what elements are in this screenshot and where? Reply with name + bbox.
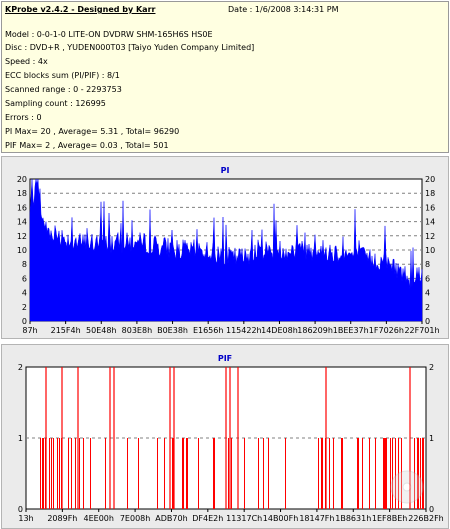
info-disc: Disc : DVD+R , YUDEN000T03 [Taiyo Yuden … <box>5 43 255 52</box>
disc-watermark-icon <box>390 470 424 504</box>
pi-ytick-left: 14 <box>17 218 27 227</box>
pi-xtick-label: 186209h <box>297 326 333 335</box>
pi-ytick-right: 10 <box>425 246 435 255</box>
info-model: Model : 0-0-1-0 LITE-ON DVDRW SHM-165H6S… <box>5 30 213 39</box>
pif-xtick-label: 226B2Fh <box>408 514 444 523</box>
pi-ytick-right: 16 <box>425 203 435 212</box>
pif-ytick-left: 0 <box>18 505 23 514</box>
app-title: KProbe v2.4.2 - Designed by Karr <box>5 5 156 14</box>
scan-date: Date : 1/6/2008 3:14:31 PM <box>228 5 339 14</box>
pi-ytick-right: 20 <box>425 175 435 184</box>
pi-ytick-right: 4 <box>425 289 430 298</box>
pi-ytick-left: 0 <box>22 317 27 326</box>
pif-chart-title: PIF <box>218 354 232 363</box>
pi-ytick-right: 14 <box>425 218 435 227</box>
pi-ytick-right: 8 <box>425 260 430 269</box>
pi-ytick-left: 10 <box>17 246 27 255</box>
pif-xtick-label: 11317Ch <box>226 514 262 523</box>
pi-ytick-left: 20 <box>17 175 27 184</box>
pi-xtick-label: 87h <box>22 326 37 335</box>
pi-ytick-right: 12 <box>425 232 435 241</box>
pi-xtick-label: 14DE08h <box>261 326 298 335</box>
pi-ytick-right: 6 <box>425 274 430 283</box>
pi-chart: PI 0 0 2 2 4 4 6 6 8 8 10 10 12 12 14 14 16 16 18 18 20 20 87h 2… <box>17 166 440 335</box>
info-pif-stats: PIF Max= 2 , Average= 0.03 , Total= 501 <box>5 141 169 150</box>
pi-ytick-left: 4 <box>22 289 27 298</box>
pi-series-area <box>29 178 423 322</box>
pif-xtick-label: 14B00Fh <box>263 514 299 523</box>
pi-xtick-label: 50E48h <box>86 326 116 335</box>
info-ecc-blocks: ECC blocks sum (PI/PIF) : 8/1 <box>5 71 120 80</box>
pi-ytick-right: 2 <box>425 303 430 312</box>
info-sampling-count: Sampling count : 126995 <box>5 99 106 108</box>
pi-ytick-right: 0 <box>425 317 430 326</box>
pi-chart-title: PI <box>221 166 230 175</box>
pi-xtick-label: 1F7026h <box>369 326 404 335</box>
pif-xtick-label: 2089Fh <box>47 514 77 523</box>
pif-xtick-label: DF4E2h <box>192 514 223 523</box>
pi-xtick-label: E1656h <box>193 326 223 335</box>
pif-xtick-label: 18147Fh <box>299 514 334 523</box>
pif-chart: PIF 0 0 1 1 2 2 13h 2089Fh 4EE00h 7E008h ADB70h DF4E… <box>18 354 444 523</box>
pi-ytick-left: 2 <box>22 303 27 312</box>
pi-ytick-left: 12 <box>17 232 27 241</box>
pif-xtick-label: 1B8631h <box>335 514 371 523</box>
info-panel: KProbe v2.4.2 - Designed by Karr Date : … <box>1 1 449 153</box>
pi-ytick-left: 16 <box>17 203 27 212</box>
info-pi-stats: PI Max= 20 , Average= 5.31 , Total= 9629… <box>5 127 180 136</box>
pi-xtick-label: B0E38h <box>157 326 188 335</box>
info-speed: Speed : 4x <box>5 57 48 66</box>
pif-xtick-label: ADB70h <box>155 514 187 523</box>
pi-xtick-label: 1BEE37h <box>333 326 369 335</box>
pif-ytick-right: 0 <box>429 505 434 514</box>
pif-ytick-left: 1 <box>18 434 23 443</box>
pif-ytick-right: 2 <box>429 363 434 372</box>
info-errors: Errors : 0 <box>5 113 42 122</box>
pi-xtick-label: 803E8h <box>122 326 152 335</box>
pif-xtick-label: 1EF8BEh <box>372 514 407 523</box>
pif-xtick-label: 13h <box>18 514 33 523</box>
pi-ytick-left: 6 <box>22 274 27 283</box>
pif-xtick-label: 7E008h <box>120 514 150 523</box>
pif-ytick-left: 2 <box>18 363 23 372</box>
pi-xtick-label: 22F701h <box>404 326 439 335</box>
pif-xtick-label: 4EE00h <box>84 514 114 523</box>
pi-xtick-label: 215F4h <box>51 326 81 335</box>
pi-xtick-label: 115422h <box>226 326 262 335</box>
pi-ytick-left: 8 <box>22 260 27 269</box>
info-scanned-range: Scanned range : 0 - 2293753 <box>5 85 122 94</box>
pi-chart-panel: PI 0 0 2 2 4 4 6 6 8 8 10 10 12 12 14 14 16 16 18 18 20 20 87h 2… <box>1 156 449 339</box>
pif-chart-panel: PIF 0 0 1 1 2 2 13h 2089Fh 4EE00h 7E008h ADB70h DF4E… <box>1 344 449 529</box>
pi-ytick-left: 18 <box>17 189 27 198</box>
pi-ytick-right: 18 <box>425 189 435 198</box>
pif-ytick-right: 1 <box>429 434 434 443</box>
